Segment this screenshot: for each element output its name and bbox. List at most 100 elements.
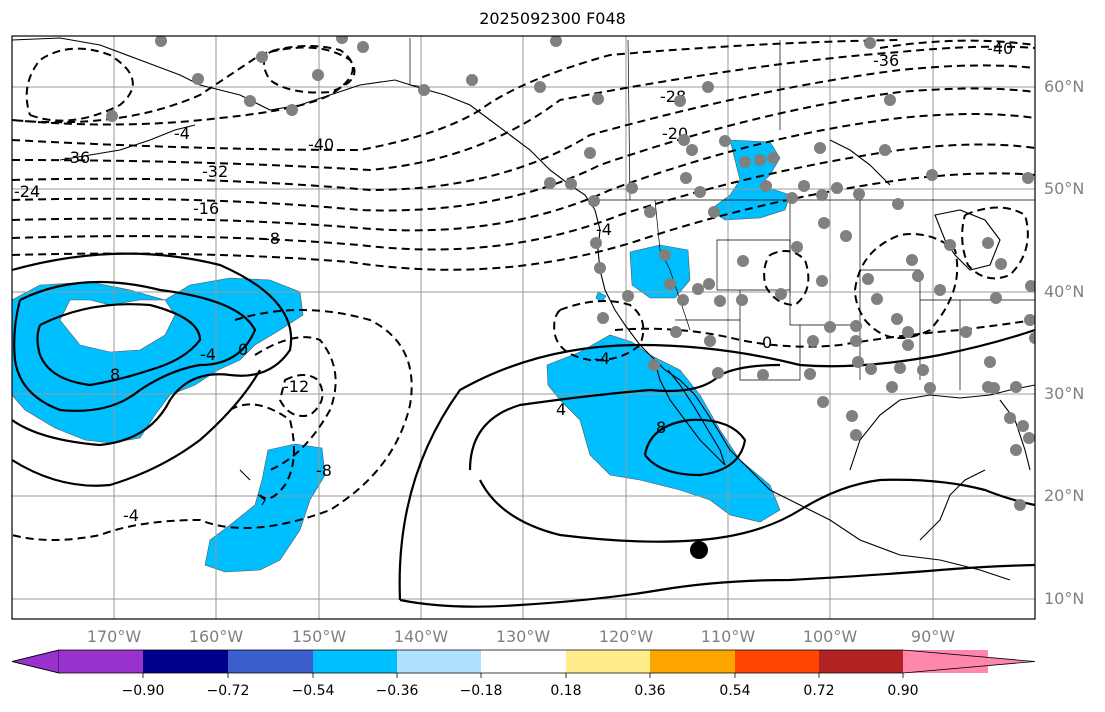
station-marker [879, 144, 891, 156]
station-marker [584, 147, 596, 159]
colorbar-tick-label: −0.18 [459, 683, 503, 699]
colorbar-extend-high [903, 650, 1035, 673]
station-marker [850, 335, 862, 347]
station-marker [1010, 444, 1022, 456]
contour-label: 0 [762, 333, 772, 352]
alaska-coast [12, 37, 596, 211]
station-marker [754, 154, 766, 166]
station-marker [960, 326, 972, 338]
station-marker [648, 359, 660, 371]
station-markers [106, 36, 1035, 511]
lon-label: 160°W [188, 627, 244, 646]
map-frame [11, 35, 1036, 620]
station-marker [708, 206, 720, 218]
station-marker [588, 195, 600, 207]
colorbar-segment [481, 650, 566, 673]
station-marker [818, 217, 830, 229]
station-marker [917, 364, 929, 376]
station-marker [816, 275, 828, 287]
colorbar-tick-label: −0.90 [121, 683, 165, 699]
colorbar-tick-label: 0.90 [887, 683, 919, 699]
colorbar-tick-label: 0.36 [634, 683, 666, 699]
colorbar-segment [650, 650, 735, 673]
station-marker [1010, 381, 1022, 393]
contour-label: -40 [308, 135, 334, 154]
station-marker [775, 288, 787, 300]
station-marker [739, 156, 751, 168]
station-marker [592, 93, 604, 105]
station-marker [807, 335, 819, 347]
station-marker [798, 180, 810, 192]
lon-label: 170°W [86, 627, 142, 646]
station-marker [659, 249, 671, 261]
contour-label: -24 [14, 182, 40, 201]
lat-label: 50°N [1044, 179, 1085, 198]
station-marker [357, 41, 369, 53]
station-marker [1022, 172, 1034, 184]
hawaii-islands [239, 469, 266, 506]
station-marker [286, 104, 298, 116]
station-marker [853, 188, 865, 200]
station-marker [884, 94, 896, 106]
contour-label: -4 [174, 124, 190, 143]
colorbar-tick-label: 0.54 [719, 683, 751, 699]
station-marker [760, 180, 772, 192]
station-marker [712, 367, 724, 379]
station-marker [814, 142, 826, 154]
lat-label: 10°N [1044, 589, 1085, 608]
west-coast [594, 209, 1011, 581]
contour-label: -8 [316, 461, 332, 480]
station-marker [192, 73, 204, 85]
station-marker [674, 95, 686, 107]
lat-label: 20°N [1044, 486, 1085, 505]
station-marker [984, 356, 996, 368]
lat-label: 40°N [1044, 282, 1085, 301]
colorbar-tick-label: −0.54 [291, 683, 335, 699]
station-marker [590, 237, 602, 249]
lon-label: 110°W [700, 627, 756, 646]
station-marker [840, 230, 852, 242]
lat-label: 60°N [1044, 77, 1085, 96]
station-marker [719, 135, 731, 147]
station-marker [544, 177, 556, 189]
station-marker [703, 278, 715, 290]
station-marker [926, 169, 938, 181]
colorbar-segment [59, 650, 143, 673]
station-marker [902, 326, 914, 338]
colorbar [11, 649, 1036, 678]
contour-label: -8 [264, 229, 280, 248]
station-marker [622, 290, 634, 302]
station-marker [934, 284, 946, 296]
contour-label: 8 [110, 365, 120, 384]
contour-label: -32 [202, 162, 228, 181]
station-marker [1024, 314, 1035, 326]
station-marker [312, 69, 324, 81]
station-marker [702, 81, 714, 93]
station-marker [850, 320, 862, 332]
station-marker [1029, 332, 1035, 344]
lon-label: 100°W [802, 627, 858, 646]
station-marker [678, 134, 690, 146]
station-marker [1004, 412, 1016, 424]
lon-label: 120°W [598, 627, 654, 646]
station-marker [714, 295, 726, 307]
station-marker [1017, 420, 1029, 432]
contour-label: -4 [123, 506, 139, 525]
positive-contours [12, 252, 1035, 608]
shade-region-pacific-west [12, 277, 304, 444]
lon-label: 130°W [495, 627, 551, 646]
station-marker [736, 294, 748, 306]
station-marker [644, 206, 656, 218]
station-marker [534, 81, 546, 93]
graticule [12, 36, 1035, 619]
station-marker [686, 144, 698, 156]
station-marker [990, 292, 1002, 304]
lon-label: 90°W [910, 627, 956, 646]
station-marker [244, 95, 256, 107]
station-marker [106, 110, 118, 122]
station-marker [256, 51, 268, 63]
contour-label: 8 [656, 418, 666, 437]
station-marker [816, 189, 828, 201]
station-marker [894, 362, 906, 374]
station-marker [466, 74, 478, 86]
